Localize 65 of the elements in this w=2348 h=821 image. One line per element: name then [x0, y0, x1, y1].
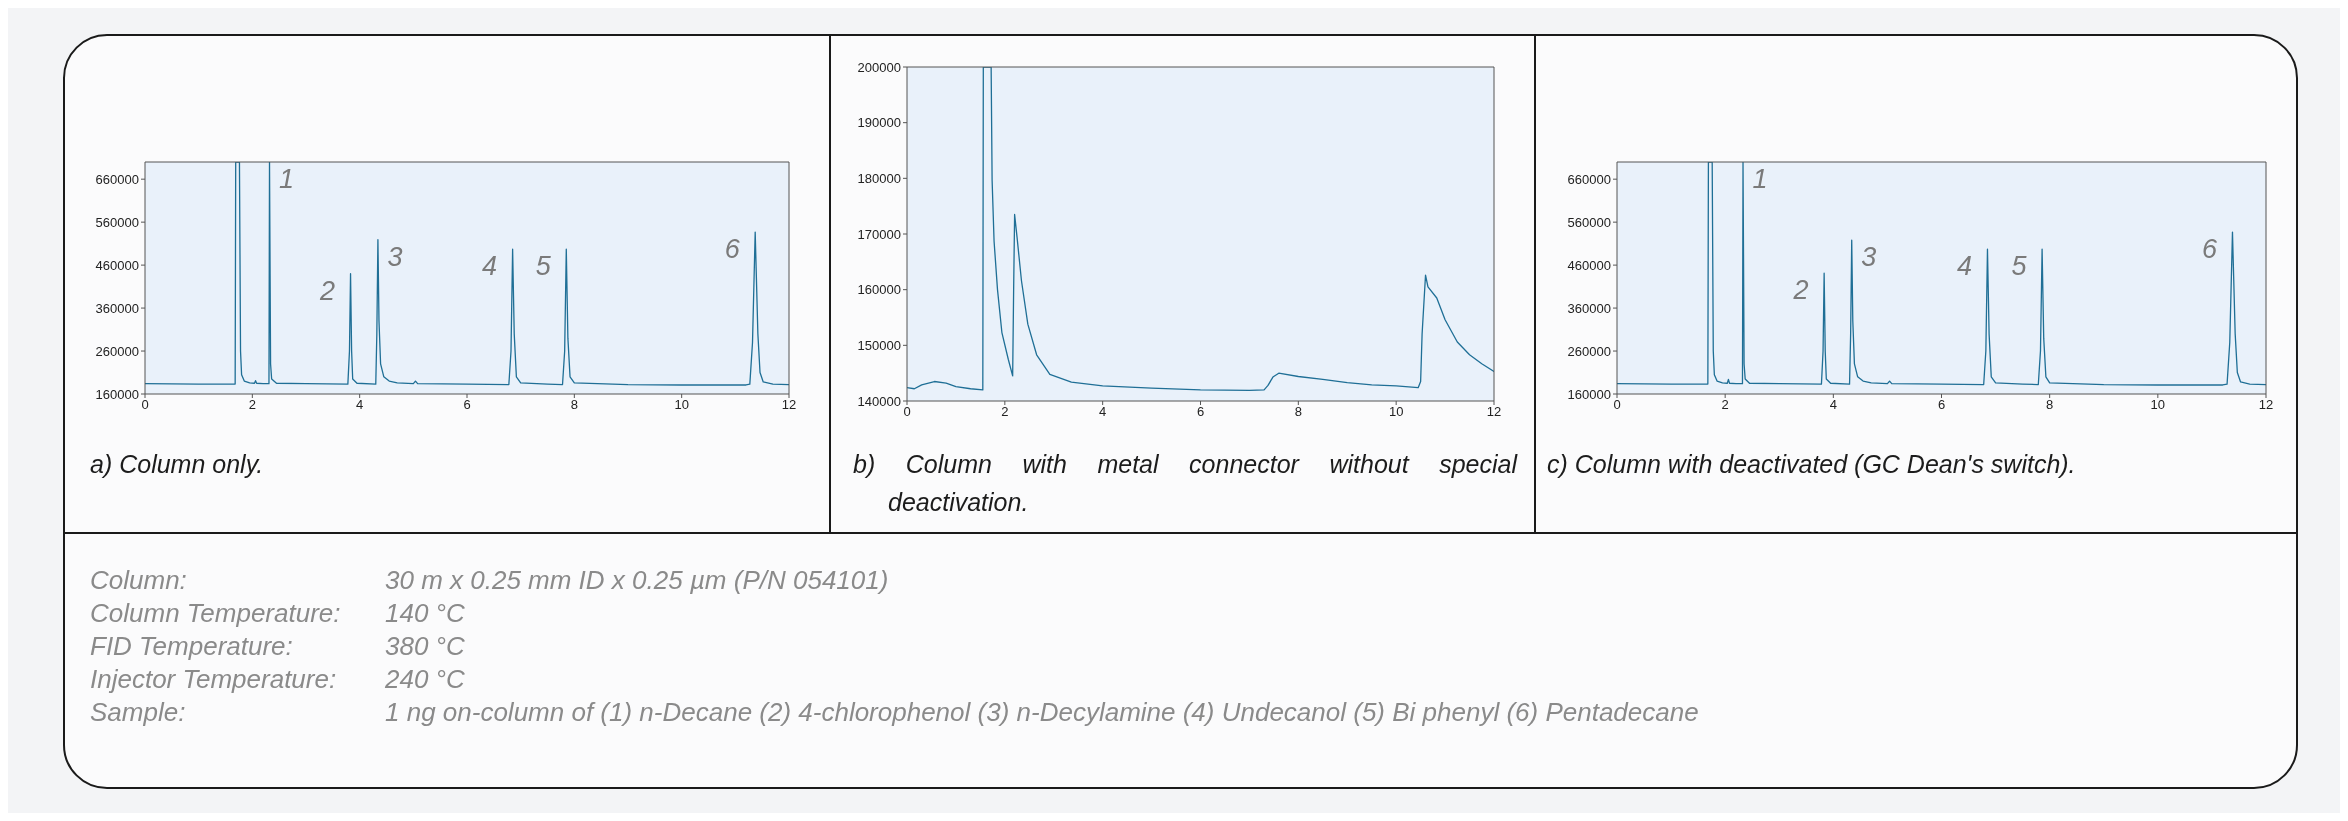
annotation: 3: [387, 241, 403, 272]
x-tick-label: 12: [2258, 397, 2274, 413]
x-tick-label: 2: [248, 397, 256, 413]
y-tick-label: 460000: [95, 257, 139, 273]
y-tick-label: 360000: [1567, 300, 1611, 316]
text: Sample:: [90, 696, 187, 729]
x-tick-label: 8: [1294, 404, 1302, 420]
annotation: 5: [2011, 251, 2028, 282]
y-tick-label: 160000: [1567, 386, 1611, 402]
y-tick-label: 160000: [95, 386, 139, 402]
x-tick-label: 10: [1388, 404, 1404, 420]
annotation: 1: [278, 164, 295, 194]
y-tick-label: 150000: [857, 337, 901, 353]
annotation: 2: [1792, 275, 1809, 306]
y-tick-label: 170000: [857, 226, 901, 242]
x-tick-label: 12: [1486, 404, 1502, 420]
x-tick-label: 8: [570, 397, 578, 413]
text: Column Temperature:: [90, 597, 342, 630]
annotation: 4: [1956, 251, 1972, 282]
text: b) Column with metal connector without special deactivation.: [853, 449, 1517, 518]
x-tick-label: 10: [674, 397, 689, 413]
x-tick-label: 10: [2150, 397, 2166, 413]
x-tick-label: 0: [1613, 397, 1621, 413]
x-tick-label: 2: [1721, 397, 1729, 413]
text: Column:: [90, 564, 188, 597]
y-tick-label: 200000: [857, 59, 901, 75]
y-tick-label: 180000: [857, 170, 901, 186]
y-tick-label: 660000: [1567, 171, 1611, 187]
x-tick-label: 4: [356, 397, 364, 413]
x-tick-label: 4: [1829, 397, 1837, 413]
y-tick-label: 260000: [1567, 343, 1611, 359]
text: c) Column with deactivated (GC Dean's switch).: [1547, 449, 2077, 480]
text: a) Column only.: [90, 449, 265, 480]
annotation: 6: [2201, 234, 2218, 265]
y-tick-label: 560000: [1567, 214, 1611, 230]
text: Injector Temperature:: [90, 663, 338, 696]
text: 1 ng on-column of (1) n-Decane (2) 4-chlorophenol (3) n-Decylamine (4) Undecanol (5) Bi phenyl (6) Pentadecane: [385, 696, 1699, 729]
annotation: 4: [482, 251, 498, 282]
text: 140 °C: [385, 597, 466, 630]
y-tick-label: 460000: [1567, 257, 1611, 273]
text: FID Temperature:: [90, 630, 294, 663]
x-tick-label: 6: [463, 397, 471, 413]
y-tick-label: 260000: [95, 343, 139, 359]
y-tick-label: 190000: [857, 115, 901, 131]
x-tick-label: 0: [141, 397, 149, 413]
annotation: 2: [319, 275, 336, 306]
x-tick-label: 8: [2046, 397, 2054, 413]
text: 380 °C: [385, 630, 466, 663]
annotation: 3: [1861, 242, 1877, 273]
annotation: 1: [1752, 164, 1768, 194]
text: 30 m x 0.25 mm ID x 0.25 µm (P/N 054101): [385, 564, 890, 597]
x-tick-label: 6: [1937, 397, 1946, 413]
annotation: 6: [724, 234, 741, 265]
text: 240 °C: [385, 663, 466, 696]
y-tick-label: 360000: [95, 300, 139, 316]
x-tick-label: 12: [781, 397, 797, 413]
x-tick-label: 0: [903, 404, 911, 420]
x-tick-label: 2: [1001, 404, 1009, 420]
y-tick-label: 140000: [857, 393, 901, 409]
x-tick-label: 4: [1099, 404, 1107, 420]
y-tick-label: 660000: [95, 171, 139, 187]
x-tick-label: 6: [1196, 404, 1205, 420]
y-tick-label: 160000: [857, 282, 901, 298]
annotation: 5: [535, 251, 552, 282]
y-tick-label: 560000: [95, 214, 139, 230]
